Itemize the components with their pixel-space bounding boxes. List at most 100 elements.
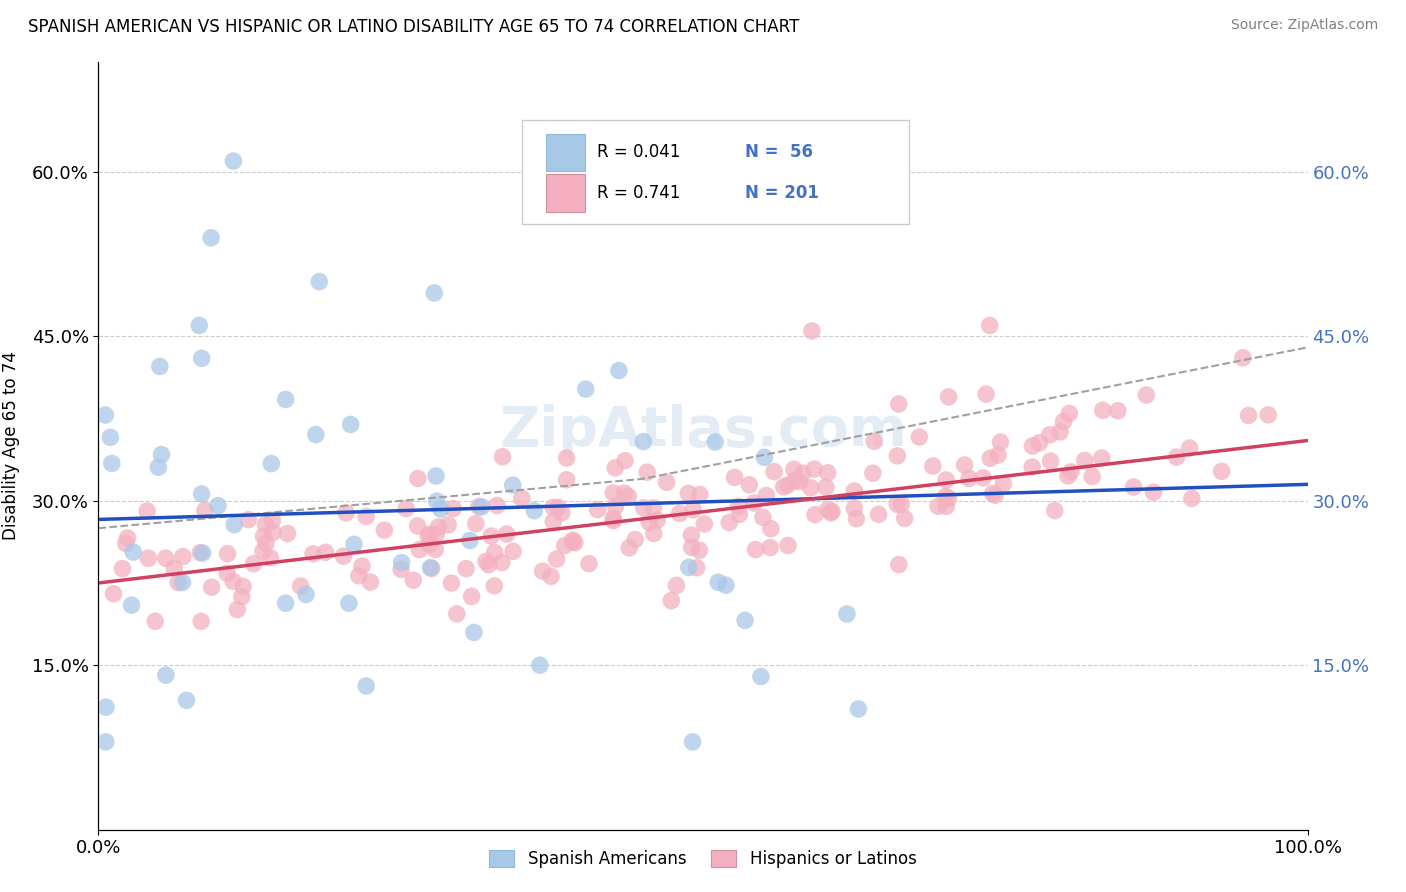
Point [783, 462, 806, 476]
Point [347, 568, 370, 582]
Point [94, 408, 117, 422]
Legend: Spanish Americans, Hispanics or Latinos: Spanish Americans, Hispanics or Latinos [482, 843, 924, 875]
Point [252, 529, 274, 543]
Point [194, 503, 217, 517]
Point [645, 513, 668, 527]
Point [136, 504, 159, 518]
Point [543, 515, 565, 529]
Point [440, 576, 463, 591]
Point [485, 499, 508, 513]
Point [602, 511, 624, 525]
Point [957, 471, 980, 485]
Point [682, 502, 704, 516]
Point [305, 427, 328, 442]
Point [1039, 454, 1062, 468]
Point [887, 558, 910, 572]
Point [191, 546, 214, 560]
Point [848, 702, 870, 716]
Point [1021, 460, 1043, 475]
Point [471, 500, 494, 514]
Point [420, 561, 443, 575]
Point [1028, 435, 1050, 450]
Point [437, 517, 460, 532]
Point [723, 470, 745, 484]
Point [633, 434, 655, 449]
Point [418, 529, 440, 543]
Point [755, 488, 778, 502]
Point [814, 480, 837, 494]
Point [1052, 415, 1074, 429]
Point [491, 556, 513, 570]
Point [820, 506, 842, 520]
Point [354, 509, 377, 524]
Point [337, 596, 360, 610]
Point [172, 575, 194, 590]
Point [844, 483, 866, 498]
Point [523, 504, 546, 518]
Point [835, 607, 858, 621]
Point [262, 514, 284, 528]
Point [468, 500, 491, 514]
Point [217, 566, 239, 581]
Point [602, 486, 624, 500]
Point [1142, 485, 1164, 500]
Point [987, 448, 1010, 462]
Point [425, 469, 447, 483]
Point [167, 575, 190, 590]
Point [360, 575, 382, 590]
Point [94, 700, 117, 714]
Point [491, 450, 513, 464]
Point [207, 499, 229, 513]
Point [429, 502, 451, 516]
Point [260, 457, 283, 471]
Point [742, 496, 765, 510]
Point [373, 523, 395, 537]
Point [1091, 451, 1114, 466]
Point [868, 508, 890, 522]
Point [332, 549, 354, 563]
Point [226, 602, 249, 616]
Point [800, 481, 823, 495]
Point [953, 458, 976, 472]
Point [1211, 464, 1233, 478]
Point [101, 457, 124, 471]
Point [803, 462, 825, 476]
Point [688, 543, 710, 558]
Point [190, 615, 212, 629]
Point [391, 556, 413, 570]
Point [1091, 403, 1114, 417]
Point [418, 538, 440, 552]
Point [155, 551, 177, 566]
Point [1057, 469, 1080, 483]
Point [586, 502, 609, 516]
Point [686, 560, 709, 574]
Point [792, 467, 814, 481]
Point [561, 535, 583, 549]
Point [984, 488, 1007, 502]
Point [668, 507, 690, 521]
Point [425, 542, 447, 557]
Point [121, 598, 143, 612]
Point [772, 480, 794, 494]
Text: R = 0.741: R = 0.741 [596, 184, 681, 202]
Point [935, 490, 957, 504]
Point [479, 529, 502, 543]
Point [938, 390, 960, 404]
Point [254, 536, 277, 550]
Point [441, 501, 464, 516]
Text: N = 201: N = 201 [745, 184, 820, 202]
Point [981, 486, 1004, 500]
Point [1181, 491, 1204, 506]
Point [419, 527, 441, 541]
Point [744, 542, 766, 557]
Point [886, 497, 908, 511]
Point [117, 531, 139, 545]
Point [510, 491, 533, 506]
Point [979, 318, 1001, 333]
Point [222, 154, 245, 169]
Point [575, 382, 598, 396]
Point [863, 434, 886, 449]
Point [844, 501, 866, 516]
Point [990, 435, 1012, 450]
Point [231, 590, 253, 604]
